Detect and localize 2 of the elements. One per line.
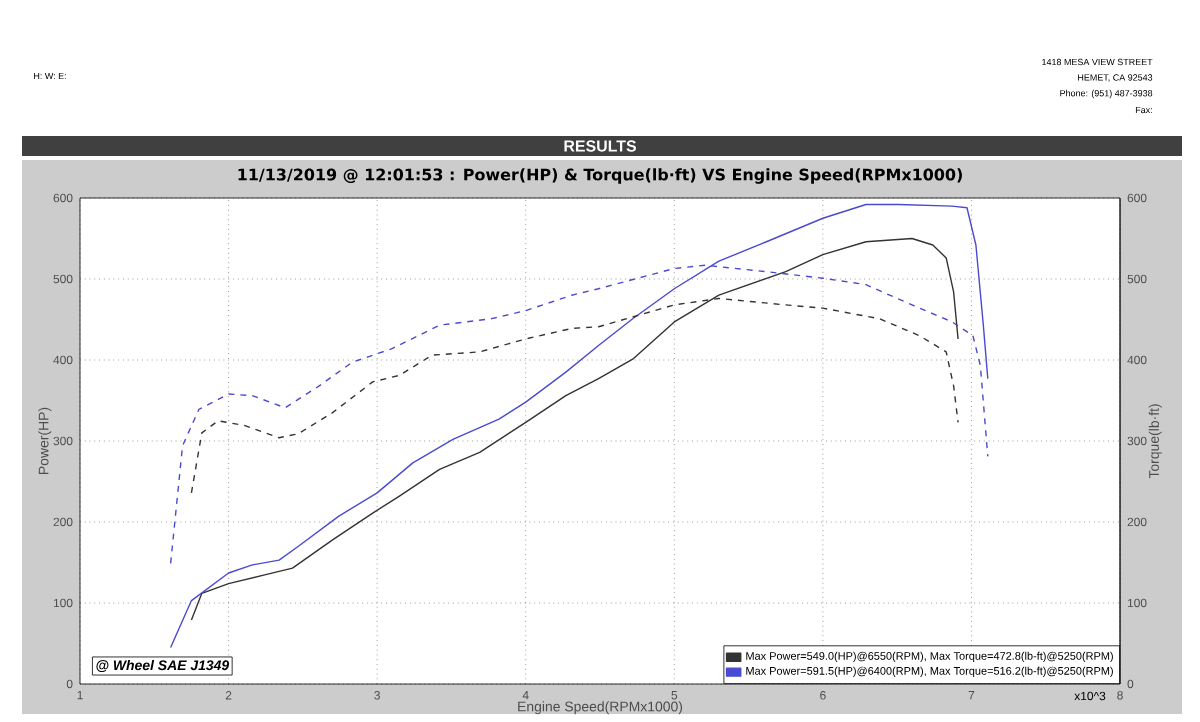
- line-series: [169, 203, 989, 649]
- line-series: [190, 237, 959, 621]
